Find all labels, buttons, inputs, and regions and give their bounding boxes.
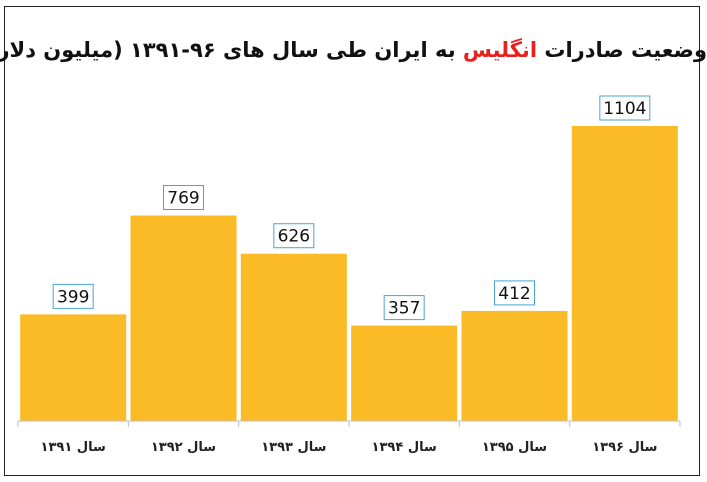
bar-4	[351, 325, 458, 421]
x-tick-label-5: سال ۱۳۹۵	[482, 440, 547, 455]
data-labels-group: 399 769 626 357 412 1104	[52, 95, 651, 321]
data-label-box-3	[273, 223, 315, 249]
x-tick-label-1: سال ۱۳۹۱	[41, 440, 106, 455]
data-label-box-4	[383, 295, 425, 321]
bar-2	[130, 215, 237, 421]
x-tick-label-6: سال ۱۳۹۶	[592, 440, 657, 455]
data-label-box-6	[599, 95, 651, 121]
data-label-2: 769	[167, 189, 199, 209]
bar-5	[461, 310, 568, 421]
title-highlight: انگلیس	[462, 38, 538, 62]
data-label-4: 357	[388, 299, 420, 319]
data-label-3: 626	[278, 227, 310, 247]
data-label-6: 1104	[603, 99, 646, 119]
data-label-5: 412	[498, 284, 530, 304]
x-tick-label-2: سال ۱۳۹۲	[151, 440, 216, 455]
data-label-box-5	[494, 280, 535, 306]
x-tick-label-3: سال ۱۳۹۳	[261, 440, 326, 455]
bar-3	[240, 253, 347, 421]
bar-1	[20, 314, 127, 421]
title-part-2: به ایران طی سال های ۹۶-۱۳۹۱ (میلیون دلار…	[0, 38, 463, 62]
x-axis: سال ۱۳۹۱ سال ۱۳۹۲ سال ۱۳۹۳ سال ۱۳۹۴ سال ۱۳۹۵…	[17, 420, 681, 455]
data-label-box-2	[163, 185, 204, 211]
title-part-1: وضعیت صادرات	[537, 38, 707, 62]
bars-group	[20, 126, 678, 421]
chart-title: وضعیت صادرات انگلیس به ایران طی سال های …	[0, 38, 707, 62]
data-label-1: 399	[57, 287, 89, 307]
bar-6	[571, 126, 678, 421]
x-tick-label-4: سال ۱۳۹۴	[372, 440, 437, 455]
data-label-box-1	[52, 283, 94, 309]
